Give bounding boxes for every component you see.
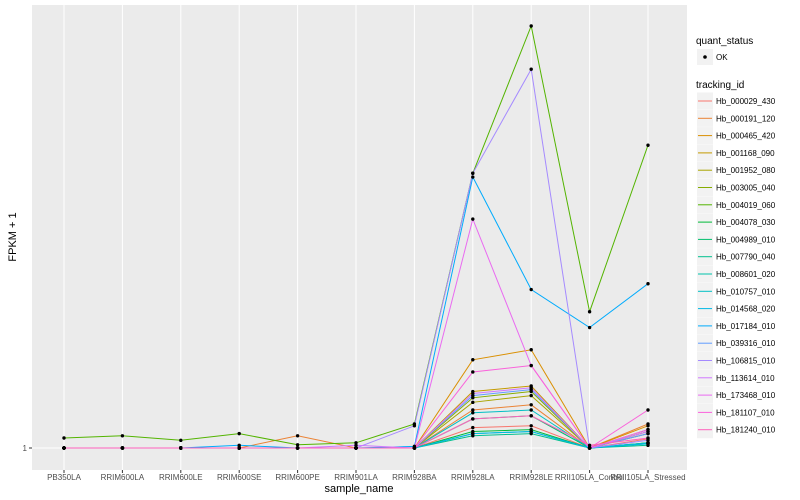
data-point <box>529 363 533 368</box>
data-points <box>62 24 650 450</box>
x-tick-label: RRIM901LA <box>334 473 378 482</box>
legend-point-icon <box>703 55 707 59</box>
legend-label: Hb_004078_030 <box>716 218 776 227</box>
data-point <box>529 287 533 292</box>
data-point <box>179 446 183 450</box>
legend-label: Hb_004989_010 <box>716 235 776 244</box>
data-point <box>587 310 592 314</box>
data-point <box>646 442 650 446</box>
data-point <box>471 391 475 396</box>
legend-quant-title: quant_status <box>696 36 753 47</box>
data-point <box>237 431 241 436</box>
data-point <box>237 443 241 448</box>
x-axis-title: sample_name <box>324 483 393 495</box>
data-point <box>529 386 533 390</box>
y-axis-title: FPKM + 1 <box>7 212 19 261</box>
data-point <box>646 282 650 286</box>
data-point <box>587 443 592 448</box>
legend-label: Hb_007790_040 <box>716 253 776 262</box>
data-point <box>646 427 650 432</box>
x-tick-label: RRIM600LA <box>101 473 145 482</box>
data-point <box>471 175 475 179</box>
data-point <box>471 370 475 374</box>
data-point <box>529 414 533 418</box>
data-point <box>529 424 533 428</box>
data-point <box>471 171 475 175</box>
data-point <box>471 217 475 221</box>
data-point <box>529 67 533 71</box>
legend-label: OK <box>716 53 728 62</box>
data-point <box>295 434 300 438</box>
y-axis: 1 <box>23 444 32 453</box>
data-point <box>120 446 125 450</box>
legend-label: Hb_173468_010 <box>716 391 776 400</box>
data-point <box>471 400 475 405</box>
legend-label: Hb_003005_040 <box>716 184 776 193</box>
legend-label: Hb_039316_010 <box>716 339 776 348</box>
data-point <box>295 443 300 447</box>
data-point <box>529 403 533 407</box>
data-point <box>412 424 417 428</box>
x-tick-label: RRIM600LE <box>159 473 203 482</box>
x-tick-label: RRIM600SE <box>217 473 261 482</box>
data-point <box>354 443 358 448</box>
x-tick-label: RRIM600PE <box>275 473 319 482</box>
data-point <box>471 411 475 415</box>
data-point <box>179 438 183 443</box>
legend-label: Hb_014568_020 <box>716 305 776 314</box>
legend-quant-status: quant_status OK <box>696 36 753 65</box>
data-point <box>471 417 475 421</box>
data-point <box>471 358 475 362</box>
data-point <box>237 446 241 450</box>
legend-label: Hb_181107_010 <box>716 408 775 417</box>
data-point <box>529 393 533 398</box>
legend-label: Hb_004019_060 <box>716 201 776 210</box>
legend-label: Hb_000191_120 <box>716 114 776 123</box>
data-point <box>295 446 300 450</box>
legend-label: Hb_010757_010 <box>716 287 776 296</box>
legend-label: Hb_000465_420 <box>716 132 776 141</box>
legend-label: Hb_001168_090 <box>716 149 775 158</box>
x-tick-label: RRII105LA_Stressed <box>610 473 685 482</box>
legend-label: Hb_001952_080 <box>716 166 776 175</box>
data-point <box>471 408 475 412</box>
x-tick-label: RRIM928LE <box>509 473 553 482</box>
y-tick-label: 1 <box>23 444 28 453</box>
x-axis: PB350LA RRIM600LA RRIM600LE RRIM600SE RRIM60… <box>47 470 686 482</box>
x-tick-label: RRIM928LA <box>451 473 495 482</box>
data-point <box>646 438 650 443</box>
data-point <box>587 446 592 450</box>
legend-label: Hb_113614_010 <box>716 374 775 383</box>
legend-label: Hb_017184_010 <box>716 322 776 331</box>
data-point <box>587 325 592 330</box>
data-point <box>529 24 533 28</box>
x-tick-label: RRII105LA_Control <box>555 473 625 482</box>
data-point <box>412 446 417 450</box>
legend-label: Hb_106815_010 <box>716 357 776 366</box>
data-point <box>354 441 358 445</box>
data-point <box>529 408 533 412</box>
data-point <box>62 436 66 440</box>
data-point <box>529 348 533 352</box>
x-tick-label: PB350LA <box>47 473 81 482</box>
legend-tracking-title: tracking_id <box>696 80 744 91</box>
x-tick-label: RRIM928BA <box>392 473 437 482</box>
data-point <box>529 429 533 434</box>
data-point <box>354 446 358 450</box>
data-point <box>646 408 650 412</box>
data-point <box>471 431 475 436</box>
legend-tracking-id: tracking_id Hb_000029_430 Hb_000191_120 Hb… <box>696 80 776 439</box>
data-point <box>62 446 66 450</box>
legend-label: Hb_000029_430 <box>716 97 776 106</box>
data-point <box>471 425 475 430</box>
legend-label: Hb_008601_020 <box>716 270 776 279</box>
plot-panel <box>32 5 687 470</box>
legend-label: Hb_181240_010 <box>716 426 776 435</box>
data-point <box>646 424 650 428</box>
data-point <box>120 434 125 438</box>
data-point <box>646 436 650 440</box>
data-point <box>646 143 650 147</box>
